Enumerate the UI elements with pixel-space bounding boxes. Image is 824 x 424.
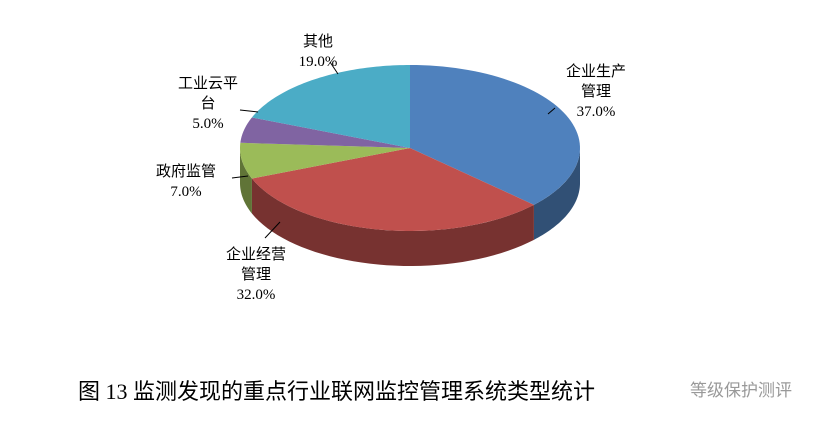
- leader-line: [239, 109, 259, 113]
- pie-slice-side: [240, 148, 252, 214]
- pie-slice: [240, 142, 410, 179]
- slice-label: 企业生产管理 37.0%: [564, 62, 628, 122]
- watermark: 等级保护测评: [690, 381, 792, 401]
- leader-line: [329, 61, 339, 75]
- value-label: 7.0%: [170, 184, 202, 200]
- caption: 图 13 监测发现的重点行业联网监控管理系统类型统计: [78, 379, 596, 404]
- value-label: 19.0%: [298, 54, 338, 70]
- pie-slice-side: [251, 178, 534, 266]
- pie-slice: [251, 65, 410, 148]
- category-label: 工业云平台: [177, 76, 238, 112]
- slice-label: 其他 19.0%: [286, 32, 350, 72]
- pie-slice: [251, 148, 534, 231]
- pie-slice: [240, 117, 410, 148]
- category-label: 企业生产管理: [565, 64, 626, 100]
- slice-label: 企业经营管理 32.0%: [224, 245, 288, 305]
- pie-slice: [410, 65, 580, 205]
- pie-slice-side: [533, 148, 580, 240]
- category-label: 企业经营管理: [225, 247, 286, 283]
- category-label: 其他: [302, 34, 333, 50]
- leader-line: [231, 175, 249, 179]
- value-label: 37.0%: [576, 104, 616, 120]
- value-label: 32.0%: [236, 287, 276, 303]
- slice-label: 政府监管 7.0%: [154, 162, 218, 202]
- slice-label: 工业云平台 5.0%: [176, 74, 240, 134]
- category-label: 政府监管: [155, 164, 216, 180]
- leader-line: [264, 221, 281, 239]
- leader-line: [547, 107, 556, 115]
- value-label: 5.0%: [192, 116, 224, 132]
